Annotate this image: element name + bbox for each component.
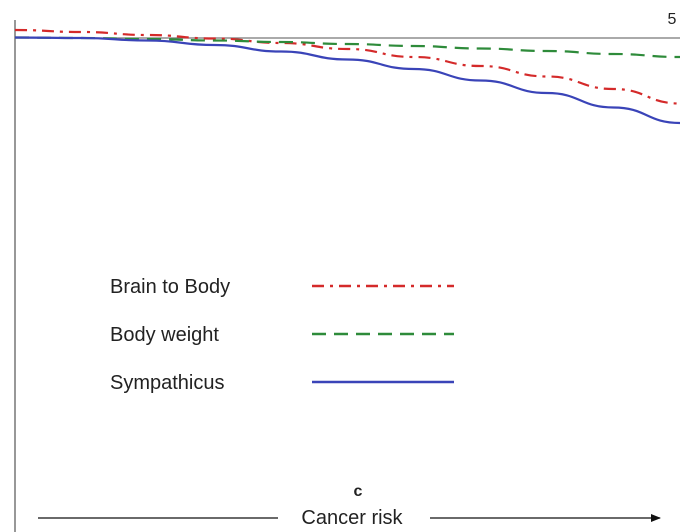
legend-label-sympathicus: Sympathicus (110, 372, 225, 394)
legend-label-body-weight: Body weight (110, 324, 219, 346)
series-line-brain-to-body (14, 28, 681, 105)
y-tick-label: 5 (668, 11, 677, 28)
series-layer (14, 28, 681, 125)
panel-label: c (354, 483, 363, 500)
series-line-sympathicus (14, 36, 681, 125)
legend: Brain to Body Body weight Sympathicus (110, 276, 454, 394)
series-line-body-weight (14, 36, 681, 59)
x-axis-label: Cancer risk (301, 507, 403, 529)
legend-label-brain-to-body: Brain to Body (110, 276, 230, 298)
